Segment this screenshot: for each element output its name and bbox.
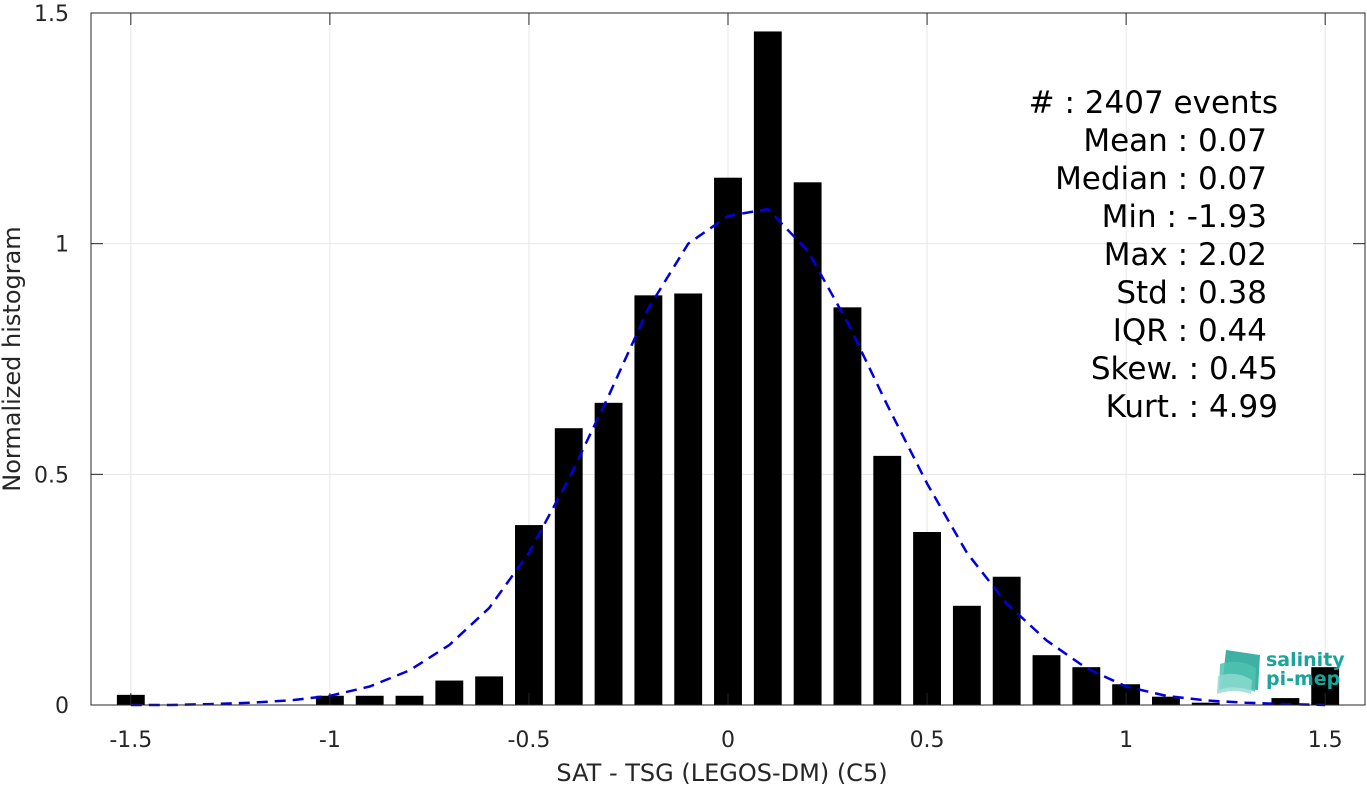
stat-line-8: Kurt. : 4.99 bbox=[1106, 389, 1278, 425]
y-axis-title: Normalized histogram bbox=[0, 226, 26, 491]
histogram-bar-7 bbox=[554, 428, 583, 705]
histogram-bar-4 bbox=[435, 680, 464, 705]
stat-line-2: Median : 0.07 bbox=[1055, 161, 1267, 197]
histogram-bars bbox=[116, 31, 1340, 706]
histogram-bar-22 bbox=[1152, 696, 1180, 705]
histogram-bar-3 bbox=[395, 695, 424, 705]
x-tick-label-2: -0.5 bbox=[507, 728, 550, 753]
histogram-bar-6 bbox=[515, 525, 543, 705]
stat-line-1: Mean : 0.07 bbox=[1083, 123, 1267, 159]
histogram-bar-14 bbox=[833, 307, 862, 705]
histogram-bar-17 bbox=[952, 605, 981, 705]
x-tick-label-0: -1.5 bbox=[109, 728, 152, 753]
histogram-bar-5 bbox=[475, 676, 504, 705]
logo-line-2: pi-mep bbox=[1266, 668, 1340, 690]
x-tick-label-3: 0 bbox=[721, 728, 735, 753]
x-tick-labels: -1.5 -1 -0.5 0 0.5 1 1.5 bbox=[109, 728, 1342, 753]
x-tick-label-5: 1 bbox=[1119, 728, 1133, 753]
histogram-bar-24 bbox=[1271, 698, 1300, 705]
histogram-bar-23 bbox=[1191, 702, 1220, 705]
histogram-bar-12 bbox=[753, 31, 782, 706]
stat-line-4: Max : 2.02 bbox=[1104, 237, 1267, 273]
x-axis-title: SAT - TSG (LEGOS-DM) (C5) bbox=[556, 759, 887, 785]
y-tick-label-0: 0 bbox=[55, 694, 69, 719]
y-tick-labels: 0 0.5 1 1.5 bbox=[34, 2, 69, 719]
stat-line-3: Min : -1.93 bbox=[1102, 199, 1267, 235]
histogram-bar-19 bbox=[1032, 655, 1061, 705]
stat-line-6: IQR : 0.44 bbox=[1113, 313, 1267, 349]
salinity-pi-mep-logo: salinity pi-mep bbox=[1217, 649, 1345, 694]
x-tick-label-4: 0.5 bbox=[910, 728, 945, 753]
histogram-bar-15 bbox=[873, 455, 902, 705]
histogram-bar-9 bbox=[634, 295, 663, 705]
histogram-bar-13 bbox=[793, 182, 822, 705]
stat-line-0: # : 2407 events bbox=[1029, 85, 1278, 121]
histogram-bar-18 bbox=[992, 576, 1021, 705]
y-tick-label-3: 1.5 bbox=[34, 2, 69, 27]
stat-line-7: Skew. : 0.45 bbox=[1091, 351, 1278, 387]
logo-line-1: salinity bbox=[1266, 649, 1345, 671]
histogram-bar-8 bbox=[594, 402, 623, 705]
y-tick-label-1: 0.5 bbox=[34, 463, 69, 488]
x-tick-label-6: 1.5 bbox=[1308, 728, 1343, 753]
axes-frame bbox=[90, 12, 1366, 706]
stat-line-5: Std : 0.38 bbox=[1116, 275, 1267, 311]
histogram-bar-10 bbox=[674, 293, 703, 705]
histogram-bar-16 bbox=[913, 532, 941, 705]
wave-logo-icon bbox=[1217, 650, 1260, 694]
x-tick-label-1: -1 bbox=[319, 728, 341, 753]
histogram-bar-2 bbox=[355, 695, 384, 705]
histogram-bar-11 bbox=[714, 177, 742, 706]
y-tick-label-2: 1 bbox=[55, 233, 69, 258]
